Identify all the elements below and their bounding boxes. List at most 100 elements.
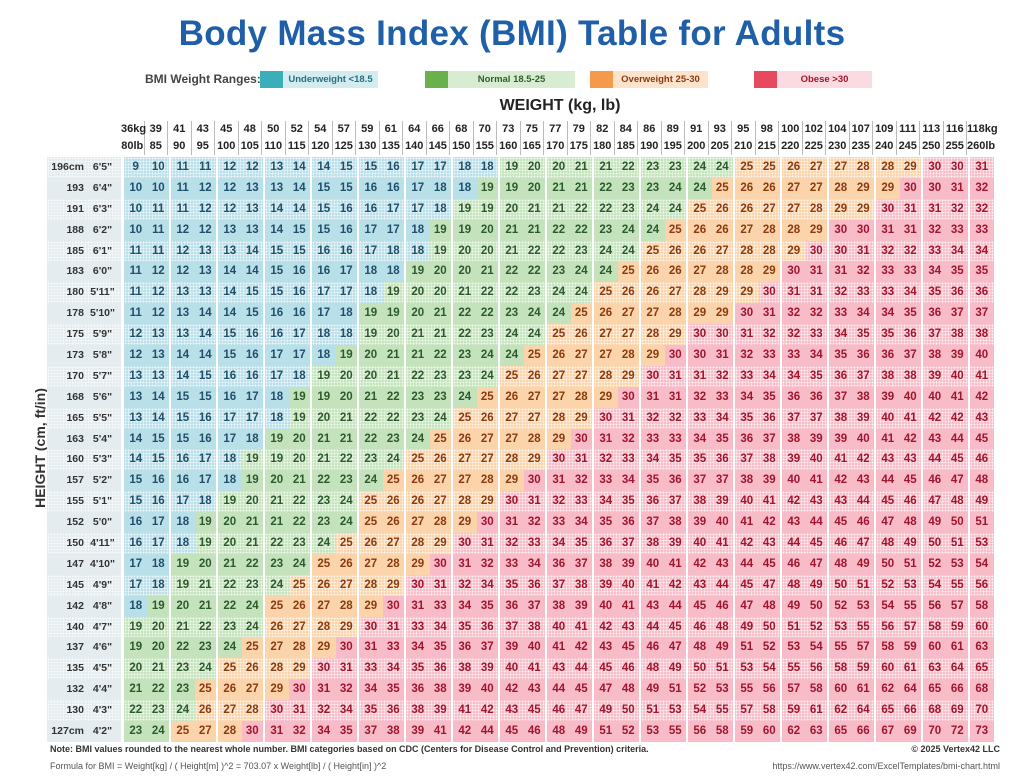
bmi-cell: 43 xyxy=(594,637,618,659)
bmi-cell: 21 xyxy=(241,512,265,534)
bmi-cell: 19 xyxy=(359,324,383,346)
bmi-cell: 10 xyxy=(147,157,171,178)
weight-kg: 79 xyxy=(572,123,585,135)
bmi-cell: 36 xyxy=(617,512,641,534)
bmi-cell: 30 xyxy=(288,679,312,701)
bmi-cell: 47 xyxy=(805,553,829,575)
bmi-cell: 24 xyxy=(523,324,547,346)
bmi-cell: 37 xyxy=(476,637,500,659)
bmi-cell: 36 xyxy=(641,491,665,513)
bmi-cell: 31 xyxy=(899,198,923,220)
bmi-cell: 65 xyxy=(876,700,900,722)
legend-swatch xyxy=(425,71,448,88)
bmi-cell: 38 xyxy=(923,345,947,366)
bmi-cell: 33 xyxy=(500,553,524,575)
bmi-cell: 16 xyxy=(171,470,195,492)
bmi-cell: 13 xyxy=(147,365,171,387)
bmi-cell: 15 xyxy=(218,324,242,346)
bmi-cell: 15 xyxy=(359,157,383,178)
bmi-cell: 20 xyxy=(335,386,359,408)
bmi-cell: 21 xyxy=(382,345,406,366)
bmi-cell: 44 xyxy=(664,595,688,617)
bmi-cell: 23 xyxy=(265,553,289,575)
bmi-cell: 35 xyxy=(570,533,594,554)
bmi-cell: 37 xyxy=(641,512,665,534)
bmi-cell: 38 xyxy=(570,574,594,596)
bmi-cell: 27 xyxy=(500,407,524,429)
bmi-cell: 46 xyxy=(782,553,806,575)
bmi-cell: 47 xyxy=(946,470,970,492)
bmi-cell: 40 xyxy=(547,616,571,638)
bmi-cell: 31 xyxy=(335,658,359,680)
bmi-cell: 28 xyxy=(241,700,265,722)
bmi-cell: 55 xyxy=(711,700,735,722)
bmi-cell: 11 xyxy=(147,240,171,262)
bmi-cell: 65 xyxy=(970,658,994,680)
bmi-cell: 48 xyxy=(876,533,900,554)
bmi-cell: 20 xyxy=(147,616,171,638)
bmi-cell: 15 xyxy=(171,386,195,408)
source-link[interactable]: https://www.vertex42.com/ExcelTemplates/… xyxy=(772,761,1000,771)
bmi-cell: 18 xyxy=(194,491,218,513)
bmi-cell: 30 xyxy=(688,324,712,346)
bmi-cell: 69 xyxy=(946,700,970,722)
bmi-cell: 22 xyxy=(265,533,289,554)
bmi-cell: 24 xyxy=(288,553,312,575)
bmi-cell: 30 xyxy=(829,219,853,241)
bmi-cell: 43 xyxy=(711,553,735,575)
weight-column-header: 107 235 xyxy=(850,121,873,155)
height-ftin: 6'2" xyxy=(84,219,121,241)
bmi-cell: 16 xyxy=(171,449,195,471)
bmi-cell: 23 xyxy=(594,219,618,241)
bmi-cell: 42 xyxy=(500,679,524,701)
bmi-cell: 29 xyxy=(429,533,453,554)
bmi-cell: 38 xyxy=(382,721,406,742)
bmi-cell: 18 xyxy=(335,303,359,325)
bmi-cell: 50 xyxy=(758,616,782,638)
height-cm: 127cm xyxy=(47,721,84,742)
bmi-cell: 16 xyxy=(124,533,148,554)
bmi-cell: 23 xyxy=(288,533,312,554)
bmi-cell: 17 xyxy=(218,428,242,450)
bmi-cell: 20 xyxy=(500,198,524,220)
height-axis-title: HEIGHT (cm, ft/in) xyxy=(32,388,48,508)
table-row: 165 5'5" 13 14 15 16 17 17 18 19 20 21 22 22 23 24 25 26 2… xyxy=(47,407,994,429)
height-cm: 157 xyxy=(47,470,84,492)
bmi-cell: 42 xyxy=(688,553,712,575)
bmi-cell: 29 xyxy=(453,512,477,534)
height-cm: 135 xyxy=(47,658,84,680)
bmi-cell: 26 xyxy=(312,574,336,596)
bmi-cell: 49 xyxy=(711,637,735,659)
bmi-cell: 24 xyxy=(335,512,359,534)
bmi-cell: 19 xyxy=(241,449,265,471)
bmi-cell: 41 xyxy=(664,553,688,575)
bmi-cell: 42 xyxy=(852,449,876,471)
weight-column-header: 75 165 xyxy=(521,121,544,155)
bmi-cell: 25 xyxy=(664,219,688,241)
bmi-cell: 19 xyxy=(500,177,524,199)
bmi-cell: 56 xyxy=(688,721,712,742)
bmi-cell: 66 xyxy=(899,700,923,722)
bmi-cell: 57 xyxy=(946,595,970,617)
weight-lb: 170 xyxy=(546,140,565,152)
bmi-cell: 25 xyxy=(218,658,242,680)
bmi-cell: 33 xyxy=(688,407,712,429)
bmi-cell: 24 xyxy=(312,533,336,554)
bmi-cell: 28 xyxy=(758,240,782,262)
bmi-cell: 39 xyxy=(453,679,477,701)
bmi-cell: 28 xyxy=(406,533,430,554)
bmi-cell: 24 xyxy=(147,721,171,742)
bmi-cell: 50 xyxy=(946,512,970,534)
bmi-cell: 15 xyxy=(194,365,218,387)
bmi-cell: 21 xyxy=(453,282,477,304)
bmi-cell: 35 xyxy=(429,637,453,659)
bmi-cell: 21 xyxy=(523,219,547,241)
bmi-cell: 34 xyxy=(711,407,735,429)
bmi-cell: 29 xyxy=(711,303,735,325)
bmi-cell: 36 xyxy=(758,407,782,429)
bmi-cell: 13 xyxy=(124,407,148,429)
bmi-cell: 16 xyxy=(335,240,359,262)
weight-lb: 185 xyxy=(616,140,635,152)
bmi-cell: 38 xyxy=(547,595,571,617)
weight-lb: 200 xyxy=(687,140,706,152)
